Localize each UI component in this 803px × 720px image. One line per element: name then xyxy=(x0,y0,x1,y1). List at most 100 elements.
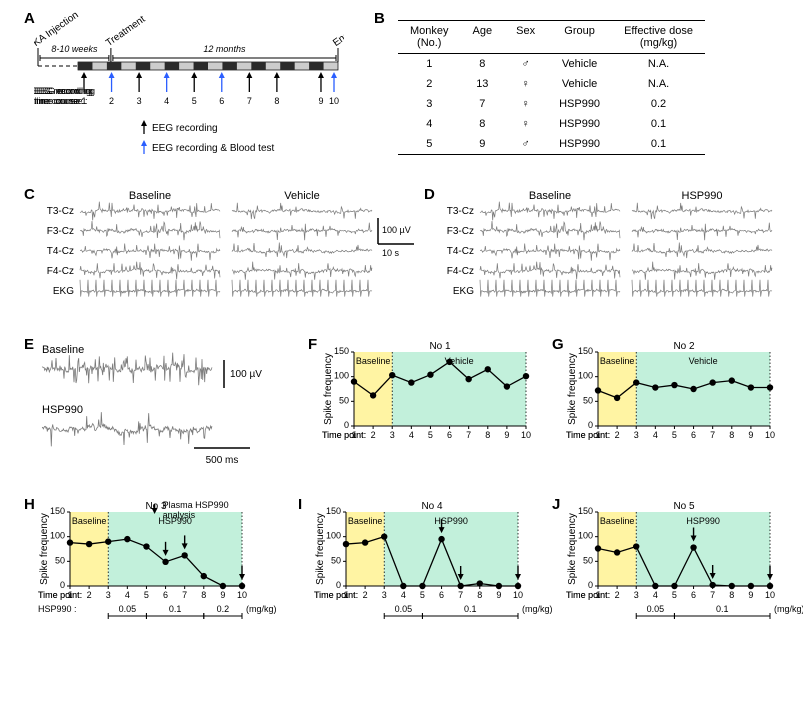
col-sub xyxy=(461,37,505,54)
svg-text:No 2: No 2 xyxy=(673,341,695,352)
panel-f-letter: F xyxy=(308,336,317,353)
svg-text:10: 10 xyxy=(237,590,247,600)
svg-text:Time point:: Time point: xyxy=(38,590,82,600)
svg-text:2: 2 xyxy=(109,96,114,106)
svg-text:No 4: No 4 xyxy=(421,501,443,512)
svg-text:8: 8 xyxy=(274,96,279,106)
svg-text:KA Injection: KA Injection xyxy=(34,10,80,49)
table-cell: 4 xyxy=(398,114,461,134)
panel-c-letter: C xyxy=(24,186,35,203)
svg-text:3: 3 xyxy=(390,430,395,440)
table-cell: 0.2 xyxy=(612,94,705,114)
svg-text:0.05: 0.05 xyxy=(395,604,413,614)
svg-text:(mg/kg): (mg/kg) xyxy=(774,604,803,614)
svg-text:4: 4 xyxy=(653,590,658,600)
svg-text:0: 0 xyxy=(60,580,65,590)
svg-text:0: 0 xyxy=(344,420,349,430)
table-cell: HSP990 xyxy=(547,114,612,134)
panel-a-svg: KA InjectionTreatmentEnd8-10 weeks12 mon… xyxy=(34,10,344,168)
table-cell: 13 xyxy=(461,74,505,94)
svg-text:HSP990: HSP990 xyxy=(686,516,720,526)
svg-text:100: 100 xyxy=(326,531,341,541)
svg-text:10: 10 xyxy=(521,430,531,440)
svg-text:500 ms: 500 ms xyxy=(206,455,239,466)
svg-text:Baseline: Baseline xyxy=(600,516,635,526)
svg-text:(mg/kg): (mg/kg) xyxy=(522,604,552,614)
svg-text:3: 3 xyxy=(634,590,639,600)
panel-f-svg: BaselineVehicle05010015012345678910Spike… xyxy=(320,340,544,480)
svg-text:50: 50 xyxy=(583,556,593,566)
svg-text:100 µV: 100 µV xyxy=(382,225,411,235)
svg-text:Vehicle: Vehicle xyxy=(689,356,718,366)
svg-text:Treatment: Treatment xyxy=(104,14,148,49)
svg-text:100: 100 xyxy=(50,531,65,541)
table-cell: N.A. xyxy=(612,54,705,75)
svg-text:150: 150 xyxy=(578,346,593,356)
col-header: Group xyxy=(547,21,612,38)
table-cell: Vehicle xyxy=(547,74,612,94)
table-cell: ♀ xyxy=(504,114,547,134)
svg-text:5: 5 xyxy=(672,430,677,440)
col-sub xyxy=(547,37,612,54)
svg-text:6: 6 xyxy=(163,590,168,600)
svg-text:7: 7 xyxy=(710,430,715,440)
svg-text:Time point:: Time point: xyxy=(566,590,610,600)
svg-text:2: 2 xyxy=(363,590,368,600)
svg-text:0: 0 xyxy=(588,580,593,590)
col-header: Monkey xyxy=(398,21,461,38)
svg-text:9: 9 xyxy=(748,590,753,600)
table-cell: 0.1 xyxy=(612,134,705,155)
svg-text:T4-Cz: T4-Cz xyxy=(47,246,74,257)
svg-text:Spike frequency: Spike frequency xyxy=(567,353,578,425)
panel-g-svg: BaselineVehicle05010015012345678910Spike… xyxy=(564,340,788,480)
svg-text:9: 9 xyxy=(504,430,509,440)
svg-text:6: 6 xyxy=(219,96,224,106)
svg-text:8: 8 xyxy=(477,590,482,600)
svg-text:4: 4 xyxy=(409,430,414,440)
col-header: Age xyxy=(461,21,505,38)
svg-text:T4-Cz: T4-Cz xyxy=(447,246,474,257)
svg-text:Time point:: Time point: xyxy=(322,430,366,440)
svg-text:150: 150 xyxy=(50,506,65,516)
svg-text:6: 6 xyxy=(439,590,444,600)
svg-text:50: 50 xyxy=(331,556,341,566)
panel-e-letter: E xyxy=(24,336,34,353)
svg-text:(mg/kg): (mg/kg) xyxy=(246,604,277,614)
svg-text:4: 4 xyxy=(653,430,658,440)
table-cell: 3 xyxy=(398,94,461,114)
svg-text:9: 9 xyxy=(318,96,323,106)
table-cell: HSP990 xyxy=(547,94,612,114)
svg-text:7: 7 xyxy=(466,430,471,440)
svg-text:Spike frequency: Spike frequency xyxy=(323,353,334,425)
svg-text:Spike frequency: Spike frequency xyxy=(315,513,326,585)
svg-text:0.1: 0.1 xyxy=(169,604,182,614)
col-header: Sex xyxy=(504,21,547,38)
svg-text:4: 4 xyxy=(164,96,169,106)
table-cell: 8 xyxy=(461,54,505,75)
svg-text:EEG recording: EEG recording xyxy=(152,123,218,134)
svg-text:0.1: 0.1 xyxy=(716,604,729,614)
svg-text:100: 100 xyxy=(578,531,593,541)
svg-text:0: 0 xyxy=(588,420,593,430)
svg-text:10: 10 xyxy=(513,590,523,600)
svg-text:50: 50 xyxy=(339,396,349,406)
panel-h-svg: BaselineHSP99005010015012345678910Spike … xyxy=(36,500,296,700)
svg-text:F4-Cz: F4-Cz xyxy=(47,266,74,277)
svg-text:HSP990: HSP990 xyxy=(682,190,723,202)
svg-text:F3-Cz: F3-Cz xyxy=(447,226,474,237)
svg-text:Baseline: Baseline xyxy=(348,516,383,526)
svg-text:6: 6 xyxy=(691,430,696,440)
table-cell: ♂ xyxy=(504,134,547,155)
svg-text:5: 5 xyxy=(420,590,425,600)
svg-text:7: 7 xyxy=(247,96,252,106)
svg-text:Baseline: Baseline xyxy=(42,344,84,356)
panel-j-svg: BaselineHSP99005010015012345678910Spike … xyxy=(564,500,803,700)
table-cell: 5 xyxy=(398,134,461,155)
svg-text:T3-Cz: T3-Cz xyxy=(47,206,74,217)
svg-text:0: 0 xyxy=(336,580,341,590)
col-sub: (mg/kg) xyxy=(612,37,705,54)
svg-text:2: 2 xyxy=(87,590,92,600)
svg-text:3: 3 xyxy=(634,430,639,440)
svg-text:10: 10 xyxy=(765,430,775,440)
table-cell: 2 xyxy=(398,74,461,94)
